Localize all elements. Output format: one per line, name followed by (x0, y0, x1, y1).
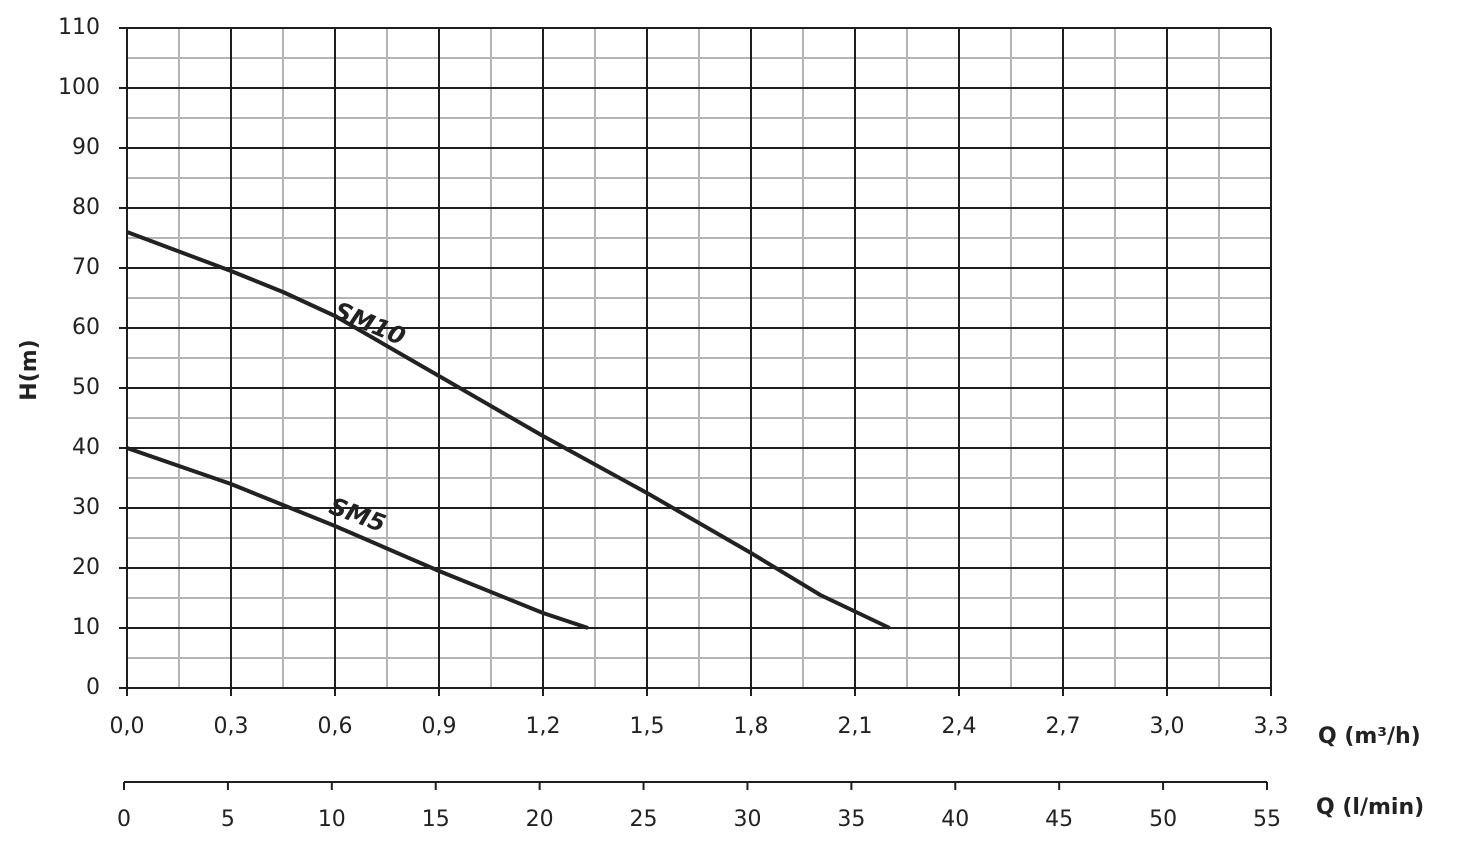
x2-tick-label: 20 (526, 807, 554, 832)
x2-tick-label: 35 (837, 807, 865, 832)
y-tick-label: 30 (72, 495, 100, 520)
y-tick-label: 80 (72, 195, 100, 220)
x-tick-label: 2,1 (838, 714, 873, 739)
x-tick-label: 2,4 (942, 714, 977, 739)
y-tick-label: 100 (58, 75, 100, 100)
x2-tick-label: 45 (1045, 807, 1073, 832)
y-tick-label: 70 (72, 255, 100, 280)
x2-tick-label: 5 (221, 807, 235, 832)
x-tick-label: 2,7 (1046, 714, 1081, 739)
series-label: SM10 (330, 296, 410, 351)
x-tick-label: 3,3 (1254, 714, 1289, 739)
x2-tick-label: 30 (733, 807, 761, 832)
x2-tick-label: 50 (1149, 807, 1177, 832)
series-line (126, 230, 891, 630)
x-tick-label: 0,3 (214, 714, 249, 739)
x2-axis-title: Q (l/min) (1316, 795, 1424, 820)
x2-tick-label: 10 (318, 807, 346, 832)
y-tick-label: 40 (72, 435, 100, 460)
x2-tick-label: 40 (941, 807, 969, 832)
y-tick-label: 0 (86, 675, 100, 700)
x-tick-label: 0,6 (318, 714, 353, 739)
x-axis-title: Q (m³/h) (1318, 724, 1421, 749)
y-axis-title: H(m) (17, 339, 42, 400)
x-tick-label: 1,2 (526, 714, 561, 739)
x2-tick-label: 25 (630, 807, 658, 832)
x2-tick-label: 0 (117, 807, 131, 832)
y-tick-label: 10 (72, 615, 100, 640)
y-tick-label: 60 (72, 315, 100, 340)
x2-tick-label: 55 (1253, 807, 1281, 832)
y-tick-label: 50 (72, 375, 100, 400)
x-tick-label: 1,5 (630, 714, 665, 739)
x-tick-label: 1,8 (734, 714, 769, 739)
x-tick-label: 0,9 (422, 714, 457, 739)
y-tick-label: 90 (72, 135, 100, 160)
y-tick-label: 110 (58, 15, 100, 40)
series-line (126, 446, 589, 630)
x-tick-label: 0,0 (110, 714, 145, 739)
x2-tick-label: 15 (422, 807, 450, 832)
x-tick-label: 3,0 (1150, 714, 1185, 739)
y-tick-label: 20 (72, 555, 100, 580)
